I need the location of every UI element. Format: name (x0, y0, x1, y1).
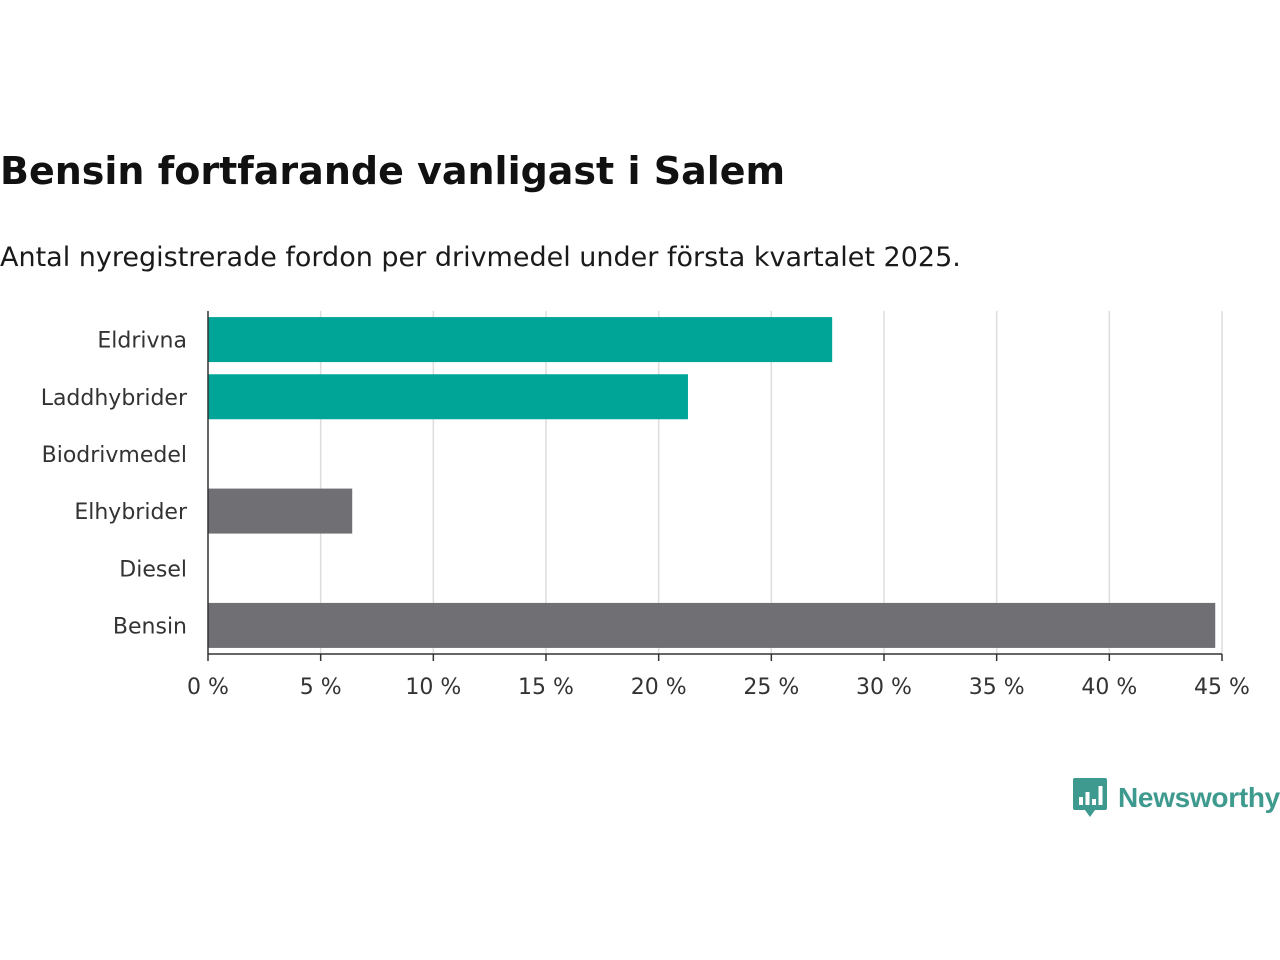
category-label: Bensin (113, 614, 187, 639)
bar-elhybrider (208, 488, 353, 534)
x-tick-label: 35 % (969, 675, 1025, 700)
brand-logo: Newsworthy (1072, 776, 1280, 820)
x-tick-label: 0 % (187, 675, 229, 700)
category-label: Diesel (119, 557, 187, 582)
x-tick-label: 20 % (631, 675, 687, 700)
category-label: Eldrivna (97, 329, 187, 354)
x-tick-label: 5 % (300, 675, 342, 700)
bar-bensin (208, 602, 1216, 648)
category-label: Laddhybrider (41, 386, 188, 411)
bar-laddhybrider (208, 374, 688, 420)
category-label: Elhybrider (74, 500, 188, 525)
grid-lines (319, 311, 1223, 654)
category-label: Biodrivmedel (42, 443, 187, 468)
x-axis: 0 % 5 % 10 % 15 % 20 % 25 % 30 % 35 % 40 % 45 % (187, 311, 1250, 700)
brand-name: Newsworthy (1118, 782, 1280, 813)
chart-title: Bensin fortfarande vanligast i Salem (0, 149, 786, 193)
x-tick-label: 30 % (856, 675, 912, 700)
bar-eldrivna (208, 317, 833, 363)
category-labels: Eldrivna Laddhybrider Biodrivmedel Elhybrid… (41, 329, 188, 640)
x-tick-label: 40 % (1081, 675, 1137, 700)
x-tick-label: 25 % (743, 675, 799, 700)
bars (208, 317, 1216, 648)
x-tick-label: 10 % (405, 675, 461, 700)
x-tick-label: 45 % (1194, 675, 1250, 700)
chart-subtitle: Antal nyregistrerade fordon per drivmede… (0, 242, 961, 273)
newsworthy-logo-icon (1073, 778, 1107, 817)
x-tick-label: 15 % (518, 675, 574, 700)
